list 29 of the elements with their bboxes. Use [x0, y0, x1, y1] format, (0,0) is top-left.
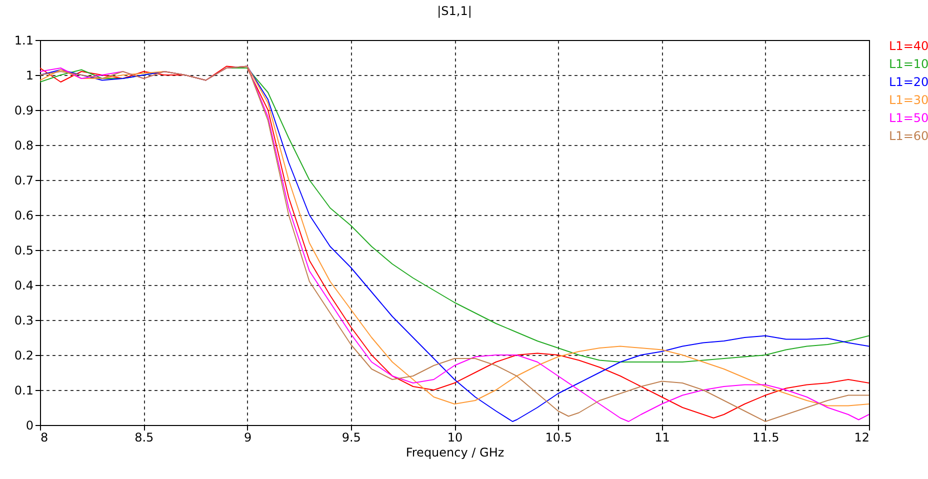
y-tick-label: 0.2: [14, 348, 34, 362]
y-tick-label: 1: [26, 68, 34, 82]
text: L1=60: [889, 129, 928, 143]
text: L1=20: [889, 75, 928, 89]
x-tick-label: 12: [854, 430, 870, 444]
y-tick-label: 0.7: [14, 174, 34, 188]
text: L1=10: [889, 57, 928, 71]
y-tick-label: 0.9: [14, 104, 34, 118]
text: L1=40: [889, 39, 928, 53]
x-tick-label: 11: [654, 430, 670, 444]
x-tick-label: 8.5: [134, 430, 154, 444]
chart-title: |S1,1|: [437, 4, 472, 18]
text: L1=50: [889, 111, 928, 125]
x-tick-label: 9: [244, 430, 252, 444]
y-tick-label: 0.8: [14, 138, 34, 152]
y-tick-label: 0.1: [14, 384, 34, 398]
x-tick-label: 8: [40, 430, 48, 444]
x-tick-label: 9.5: [342, 430, 361, 444]
x-axis-title: Frequency / GHz: [406, 446, 504, 460]
y-tick-label: 0.6: [14, 208, 34, 222]
y-tick-label: 0.3: [14, 314, 34, 328]
y-tick-label: 0.4: [14, 278, 34, 292]
y-tick-label: 1.1: [14, 34, 34, 48]
x-tick-label: 10.5: [545, 430, 572, 444]
x-tick-label: 10: [447, 430, 463, 444]
y-tick-label: 0: [26, 418, 34, 432]
y-tick-label: 0.5: [14, 244, 34, 258]
text: L1=30: [889, 93, 928, 107]
x-tick-label: 11.5: [752, 430, 780, 444]
